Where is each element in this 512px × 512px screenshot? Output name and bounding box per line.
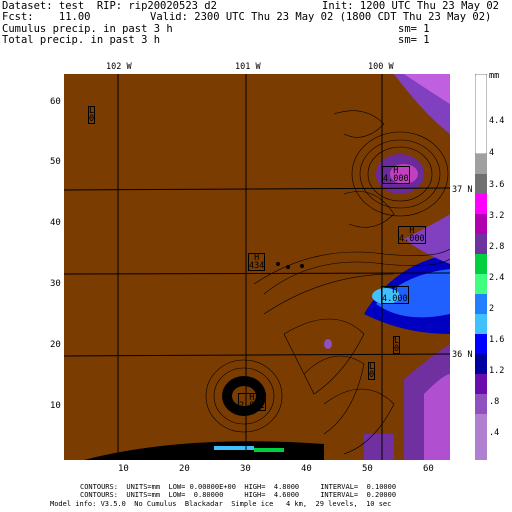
precip-patches bbox=[84, 74, 450, 460]
marker-label-H: H 434 bbox=[248, 253, 266, 271]
colorbar-label: 1.6 bbox=[489, 335, 505, 345]
colorbar-label: 2.8 bbox=[489, 242, 505, 252]
x-tick-40: 40 bbox=[301, 464, 312, 474]
y-tick-10: 10 bbox=[50, 401, 61, 411]
colorbar-label: .8 bbox=[489, 397, 500, 407]
marker-label-H: H 4.000 bbox=[398, 226, 426, 244]
field1-line: Cumulus precip. in past 3 h bbox=[2, 23, 173, 35]
fcst-line: Fcst: 11.00 bbox=[2, 11, 91, 23]
colorbar-label: 1.2 bbox=[489, 366, 505, 376]
dataset-line: Dataset: test RIP: rip20020523 d2 bbox=[2, 0, 217, 12]
lon-label-101: 101 W bbox=[235, 62, 261, 72]
colorbar bbox=[475, 74, 487, 460]
colorbar-label: 4.4 bbox=[489, 116, 505, 126]
colorbar-label: 2.4 bbox=[489, 273, 505, 283]
x-tick-10: 10 bbox=[118, 464, 129, 474]
lon-label-102: 102 W bbox=[106, 62, 132, 72]
colorbar-label: 3.2 bbox=[489, 211, 505, 221]
marker-label-H: H 4.000 bbox=[382, 166, 410, 184]
x-tick-20: 20 bbox=[179, 464, 190, 474]
y-tick-20: 20 bbox=[50, 340, 61, 350]
valid-line: Valid: 2300 UTC Thu 23 May 02 (1800 CDT … bbox=[150, 11, 492, 23]
lat-label-37: 37 N bbox=[452, 185, 473, 195]
y-tick-60: 60 bbox=[50, 97, 61, 107]
marker-label-H: H 4.000 bbox=[381, 286, 409, 304]
marker-label-H: H 2.881 bbox=[238, 393, 266, 411]
sm2-line: sm= 1 bbox=[398, 34, 430, 46]
y-tick-50: 50 bbox=[50, 157, 61, 167]
colorbar-label: 4 bbox=[489, 148, 495, 158]
station-dots bbox=[276, 262, 304, 269]
x-tick-50: 50 bbox=[362, 464, 373, 474]
colorbar-unit: mm bbox=[489, 71, 500, 81]
grid-lines bbox=[64, 74, 450, 460]
field2-line: Total precip. in past 3 h bbox=[2, 34, 161, 46]
footer-contours-2: CONTOURS: UNITS=mm LOW= 0.80000 HIGH= 4.… bbox=[80, 491, 397, 499]
colorbar-label: 3.6 bbox=[489, 180, 505, 190]
footer-contours-1: CONTOURS: UNITS=mm LOW= 0.00000E+00 HIGH… bbox=[80, 483, 397, 491]
colorbar-label: .4 bbox=[489, 428, 500, 438]
lon-label-100: 100 W bbox=[368, 62, 394, 72]
y-tick-30: 30 bbox=[50, 279, 61, 289]
sm1-line: sm= 1 bbox=[398, 23, 430, 35]
y-tick-40: 40 bbox=[50, 218, 61, 228]
precip-map bbox=[64, 74, 450, 460]
lat-label-36: 36 N bbox=[452, 350, 473, 360]
x-tick-60: 60 bbox=[423, 464, 434, 474]
init-line: Init: 1200 UTC Thu 23 May 02 bbox=[322, 0, 500, 12]
x-tick-30: 30 bbox=[240, 464, 251, 474]
colorbar-label: 2 bbox=[489, 304, 495, 314]
footer-model-info: Model info: V3.5.0 No Cumulus Blackadar … bbox=[50, 500, 392, 508]
